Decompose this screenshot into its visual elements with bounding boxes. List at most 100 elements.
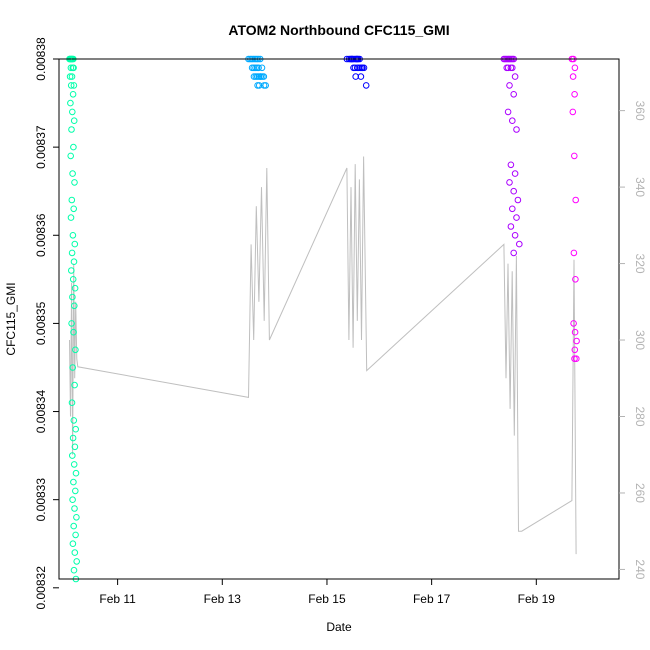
data-point — [257, 73, 265, 80]
data-point — [70, 328, 77, 336]
data-point — [571, 328, 579, 336]
data-point — [69, 293, 76, 301]
data-point — [69, 108, 76, 116]
data-point — [72, 487, 79, 495]
data-point — [71, 549, 79, 556]
data-point — [362, 82, 370, 89]
data-point — [70, 417, 78, 424]
y-tick-label: 0.00837 — [34, 125, 48, 169]
y-tick-label: 0.00836 — [34, 213, 48, 257]
x-tick-label: Feb 19 — [518, 592, 556, 606]
data-point — [569, 108, 577, 116]
data-point — [514, 196, 522, 204]
data-point — [571, 152, 578, 160]
data-point — [71, 179, 78, 186]
y2-tick-label: 320 — [633, 254, 647, 274]
x-tick-label: Feb 17 — [413, 592, 451, 606]
y-axis: 0.00832 0.00833 0.00834 0.00835 0.00836 0.008… — [34, 37, 59, 610]
y2-tick-label: 240 — [633, 559, 647, 579]
data-point — [67, 152, 74, 160]
data-point — [72, 425, 79, 433]
chart-title: ATOM2 Northbound CFC115_GMI — [228, 22, 449, 38]
data-point — [66, 73, 74, 80]
data-point — [509, 205, 516, 213]
data-point — [71, 505, 78, 512]
data-point — [71, 381, 78, 389]
data-point — [573, 337, 580, 345]
y-axis-label: CFC115_GMI — [4, 282, 18, 355]
y2-tick-label: 300 — [633, 330, 647, 350]
data-point — [260, 82, 268, 89]
data-point — [254, 82, 261, 89]
data-point — [70, 205, 77, 213]
data-point — [67, 214, 75, 221]
y2-axis: 240 260 280 300 320 340 360 — [619, 101, 647, 580]
data-point — [69, 496, 76, 504]
data-point — [513, 214, 520, 221]
data-point — [72, 346, 79, 354]
data-point — [69, 170, 76, 177]
data-point — [67, 64, 75, 72]
x-tick-label: Feb 13 — [204, 592, 242, 606]
data-point — [569, 73, 577, 80]
data-point — [71, 443, 79, 451]
data-point — [511, 232, 519, 239]
data-point — [71, 284, 79, 292]
x-tick-label: Feb 15 — [308, 592, 346, 606]
data-point — [516, 240, 523, 248]
data-point — [510, 187, 518, 195]
y-tick-label: 0.00832 — [34, 566, 48, 610]
data-point — [67, 99, 74, 107]
data-point — [68, 73, 76, 80]
data-point — [70, 566, 78, 574]
data-point — [69, 64, 77, 72]
data-point — [68, 320, 75, 327]
x-axis: Feb 11 Feb 13 Feb 15 Feb 17 Feb 19 — [99, 579, 555, 606]
data-point — [511, 73, 519, 80]
data-point — [506, 179, 513, 186]
y2-tick-label: 340 — [633, 177, 647, 197]
data-point — [572, 196, 580, 204]
data-point — [258, 64, 266, 72]
data-point — [73, 514, 80, 521]
data-point — [69, 276, 77, 283]
data-point — [71, 240, 79, 248]
data-point — [513, 126, 520, 133]
data-point — [252, 64, 259, 72]
secondary-line-layer — [69, 156, 577, 555]
data-point — [510, 249, 518, 257]
y-tick-label: 0.00834 — [34, 390, 48, 434]
data-point — [504, 108, 512, 116]
data-point — [70, 461, 78, 468]
data-point — [506, 82, 513, 89]
data-point — [571, 355, 578, 363]
data-point — [250, 73, 258, 80]
x-tick-label: Feb 11 — [99, 592, 136, 606]
data-point — [67, 82, 75, 89]
data-point — [69, 540, 77, 548]
data-point — [69, 91, 77, 98]
data-point — [73, 558, 80, 565]
data-points-layer — [66, 55, 580, 583]
y2-tick-label: 360 — [633, 101, 647, 121]
data-point — [507, 161, 515, 169]
secondary-line — [69, 156, 577, 555]
data-point — [507, 64, 515, 72]
data-point — [510, 91, 518, 98]
data-point — [509, 117, 516, 124]
data-point — [69, 434, 77, 442]
data-point — [70, 478, 77, 486]
data-point — [573, 355, 580, 363]
y2-tick-label: 280 — [633, 406, 647, 426]
data-point — [72, 531, 79, 539]
y2-tick-label: 260 — [633, 483, 647, 503]
data-point — [69, 364, 76, 371]
data-point — [68, 399, 76, 407]
data-point — [69, 232, 77, 239]
y-tick-label: 0.00838 — [34, 37, 48, 81]
plot-frame — [58, 58, 620, 580]
data-point — [71, 302, 78, 310]
data-point — [571, 346, 579, 354]
data-point — [70, 143, 77, 151]
